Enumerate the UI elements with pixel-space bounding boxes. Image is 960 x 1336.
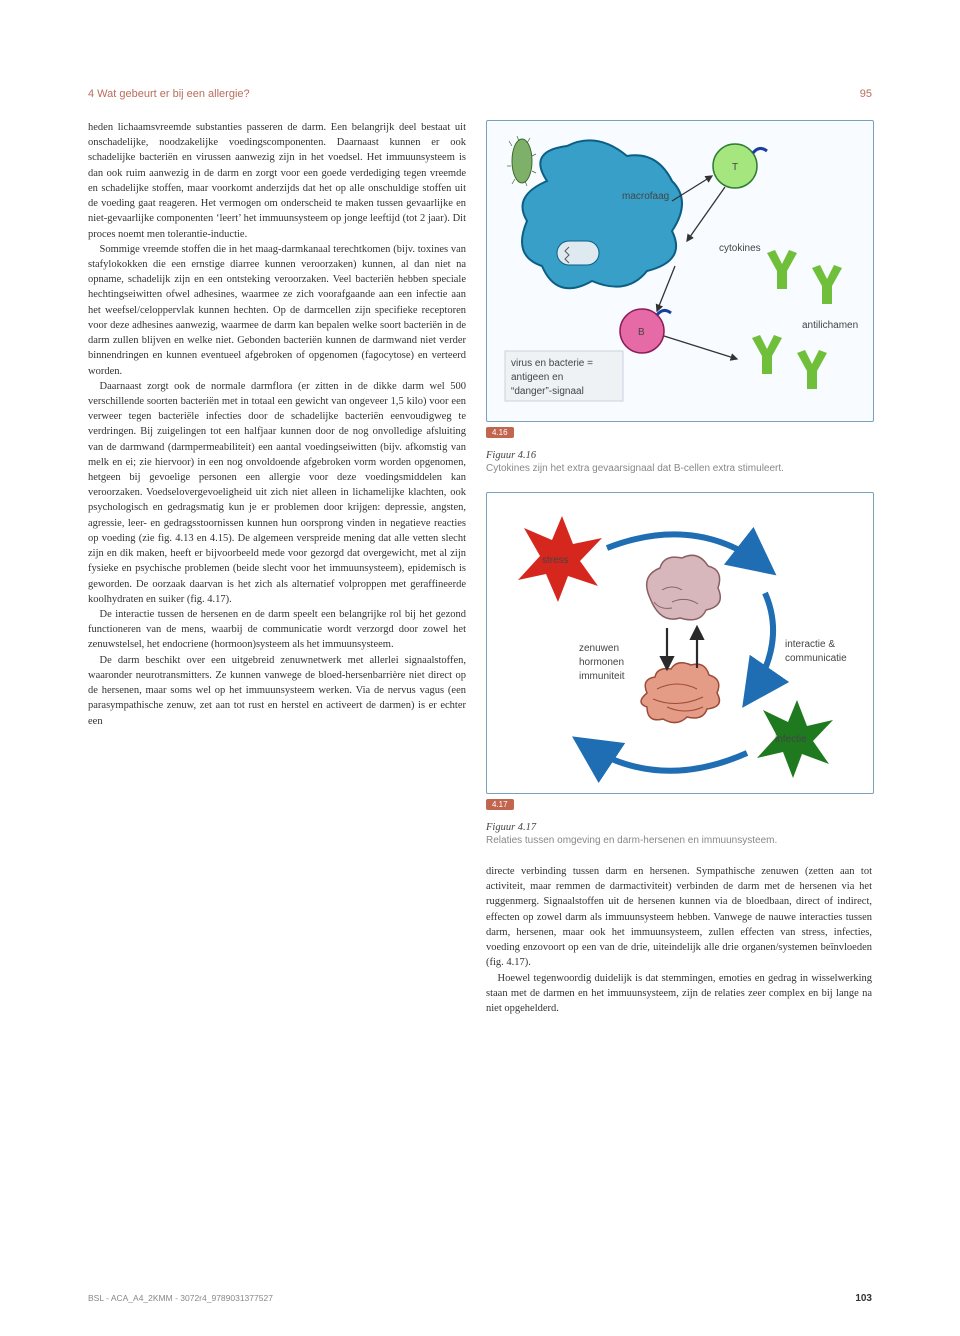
figure-4-16-svg: macrofaag T <box>487 121 873 421</box>
footer-page-number: 103 <box>855 1293 872 1304</box>
infectie-label: infectie <box>775 734 807 745</box>
right-column: macrofaag T <box>486 120 872 1016</box>
t-cell-label: T <box>732 162 738 173</box>
comm-label-2: communicatie <box>785 653 847 664</box>
center-label-1: zenuwen <box>579 643 619 654</box>
body-paragraph: directe verbinding tussen darm en hersen… <box>486 864 872 971</box>
running-head: 4 Wat gebeurt er bij een allergie? 95 <box>88 88 872 120</box>
center-label-3: immuniteit <box>579 671 625 682</box>
cytokines-label: cytokines <box>719 243 761 254</box>
signal-line2: antigeen en <box>511 372 563 383</box>
right-column-text: directe verbinding tussen darm en hersen… <box>486 864 872 1016</box>
body-paragraph: Daarnaast zorgt ook de normale darmflora… <box>88 379 466 607</box>
b-cell-label: B <box>638 327 645 338</box>
page-footer: BSL - ACA_A4_2KMM - 3072r4_9789031377527… <box>88 1293 872 1304</box>
figure-4-16-label: Figuur 4.16 <box>486 450 872 461</box>
signal-line1: virus en bacterie = <box>511 358 593 369</box>
page-number-top: 95 <box>860 88 872 100</box>
center-label-2: hormonen <box>579 657 624 668</box>
running-head-left: 4 Wat gebeurt er bij een allergie? <box>88 88 250 100</box>
figure-4-17-svg: stress infectie <box>487 493 873 793</box>
figure-4-16-caption: Cytokines zijn het extra gevaarsignaal d… <box>486 463 872 474</box>
figure-4-17-label: Figuur 4.17 <box>486 822 872 833</box>
two-column-layout: heden lichaamsvreemde substanties passer… <box>88 120 872 1016</box>
page-content: 4 Wat gebeurt er bij een allergie? 95 he… <box>88 88 872 1016</box>
signal-line3: “danger”-signaal <box>511 386 584 397</box>
figure-4-16-tag: 4.16 <box>486 427 514 438</box>
macrofaag-label: macrofaag <box>622 191 669 202</box>
body-paragraph: heden lichaamsvreemde substanties passer… <box>88 120 466 242</box>
figure-4-17: stress infectie <box>486 492 872 846</box>
figure-4-16-frame: macrofaag T <box>486 120 874 422</box>
body-paragraph: De interactie tussen de hersenen en de d… <box>88 607 466 653</box>
comm-label-1: interactie & <box>785 639 835 650</box>
figure-4-16: macrofaag T <box>486 120 872 474</box>
left-column: heden lichaamsvreemde substanties passer… <box>88 120 466 1016</box>
body-paragraph: Sommige vreemde stoffen die in het maag-… <box>88 242 466 379</box>
antilichamen-label: antilichamen <box>802 320 858 331</box>
figure-4-17-caption: Relaties tussen omgeving en darm-hersene… <box>486 835 872 846</box>
figure-4-17-frame: stress infectie <box>486 492 874 794</box>
body-paragraph: Hoewel tegenwoordig duidelijk is dat ste… <box>486 971 872 1017</box>
footer-left: BSL - ACA_A4_2KMM - 3072r4_9789031377527 <box>88 1293 273 1304</box>
stress-label: stress <box>542 555 569 566</box>
figure-4-17-tag: 4.17 <box>486 799 514 810</box>
body-paragraph: De darm beschikt over een uitgebreid zen… <box>88 653 466 729</box>
